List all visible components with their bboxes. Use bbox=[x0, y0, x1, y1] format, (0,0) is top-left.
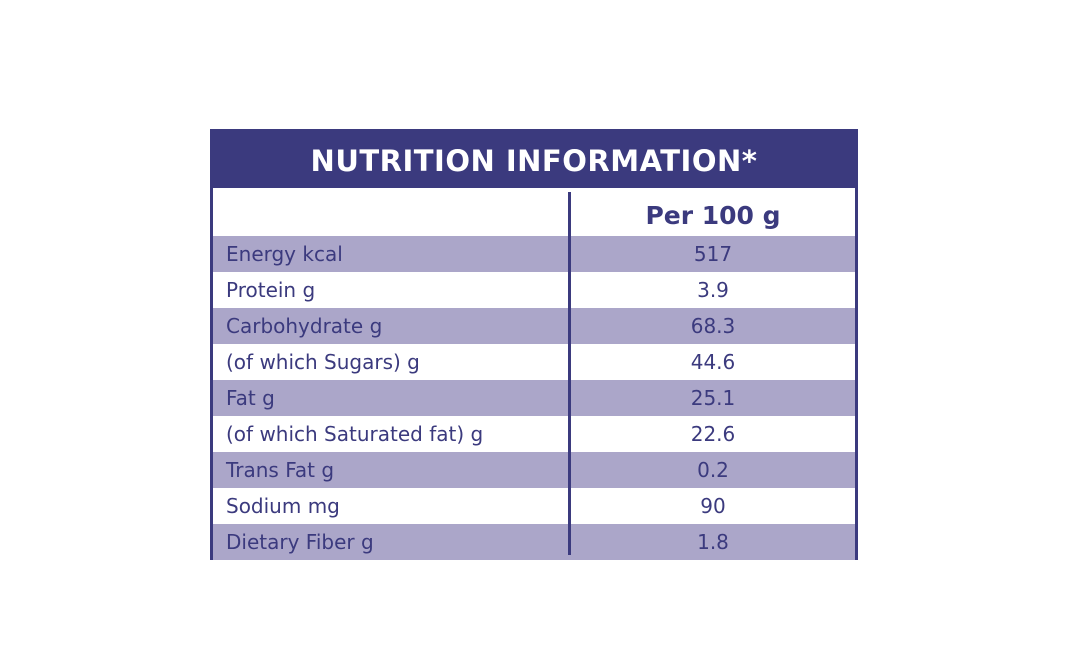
table-row: Fat g 25.1 bbox=[213, 380, 855, 416]
table-row: (of which Saturated fat) g 22.6 bbox=[213, 416, 855, 452]
table-row: Carbohydrate g 68.3 bbox=[213, 308, 855, 344]
nutrient-value: 22.6 bbox=[690, 422, 736, 446]
nutrient-value: 44.6 bbox=[690, 350, 736, 374]
nutrient-value: 517 bbox=[693, 242, 733, 266]
nutrient-label: Protein g bbox=[226, 278, 316, 302]
nutrient-value: 3.9 bbox=[697, 278, 729, 302]
nutrient-label: Trans Fat g bbox=[226, 458, 335, 482]
nutrient-value: 90 bbox=[700, 494, 726, 518]
table-row: Dietary Fiber g 1.8 bbox=[213, 524, 855, 560]
nutrition-table: NUTRITION INFORMATION* Per 100 g Energy … bbox=[210, 129, 858, 560]
nutrient-label: (of which Saturated fat) g bbox=[226, 422, 484, 446]
nutrient-label: Carbohydrate g bbox=[226, 314, 383, 338]
nutrient-value: 1.8 bbox=[697, 530, 729, 554]
nutrient-label: Dietary Fiber g bbox=[226, 530, 374, 554]
nutrient-value: 68.3 bbox=[690, 314, 736, 338]
table-row: Energy kcal 517 bbox=[213, 236, 855, 272]
table-title: NUTRITION INFORMATION* bbox=[213, 132, 855, 188]
table-row: Trans Fat g 0.2 bbox=[213, 452, 855, 488]
nutrient-label: (of which Sugars) g bbox=[226, 350, 420, 374]
nutrient-label: Energy kcal bbox=[226, 242, 343, 266]
nutrient-value: 0.2 bbox=[697, 458, 729, 482]
table-row: Sodium mg 90 bbox=[213, 488, 855, 524]
column-divider bbox=[568, 192, 571, 555]
table-row: Protein g 3.9 bbox=[213, 272, 855, 308]
nutrient-label: Fat g bbox=[226, 386, 275, 410]
nutrient-label: Sodium mg bbox=[226, 494, 340, 518]
nutrient-value: 25.1 bbox=[690, 386, 736, 410]
table-row: (of which Sugars) g 44.6 bbox=[213, 344, 855, 380]
column-header: Per 100 g bbox=[645, 201, 781, 230]
